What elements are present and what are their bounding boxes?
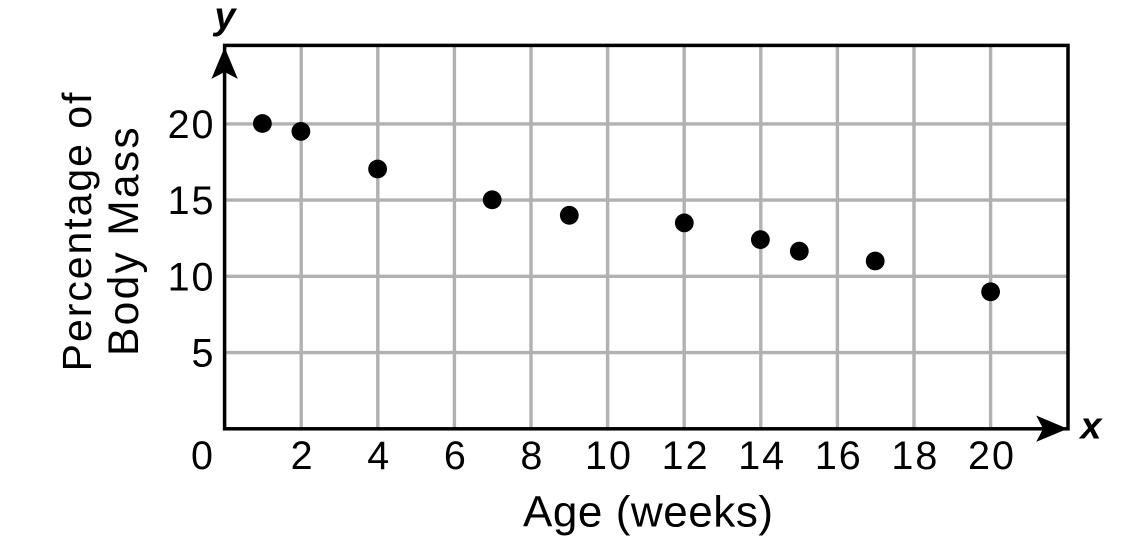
svg-text:Body Mass: Body Mass bbox=[101, 125, 148, 356]
svg-text:10: 10 bbox=[168, 255, 216, 299]
svg-text:10: 10 bbox=[585, 434, 633, 478]
svg-text:2: 2 bbox=[291, 434, 315, 478]
svg-text:12: 12 bbox=[662, 434, 710, 478]
svg-text:18: 18 bbox=[891, 434, 939, 478]
svg-text:Percentage of: Percentage of bbox=[54, 91, 100, 372]
svg-text:16: 16 bbox=[815, 434, 863, 478]
svg-text:y: y bbox=[212, 0, 237, 38]
svg-text:15: 15 bbox=[168, 179, 216, 223]
svg-text:x: x bbox=[1078, 406, 1103, 448]
svg-text:8: 8 bbox=[520, 434, 544, 478]
svg-text:20: 20 bbox=[168, 103, 216, 147]
svg-text:5: 5 bbox=[192, 332, 216, 376]
svg-text:14: 14 bbox=[738, 434, 786, 478]
svg-text:20: 20 bbox=[968, 434, 1016, 478]
svg-text:0: 0 bbox=[191, 434, 215, 478]
svg-text:4: 4 bbox=[367, 434, 391, 478]
svg-text:6: 6 bbox=[444, 434, 468, 478]
svg-text:Age (weeks): Age (weeks) bbox=[523, 488, 774, 537]
